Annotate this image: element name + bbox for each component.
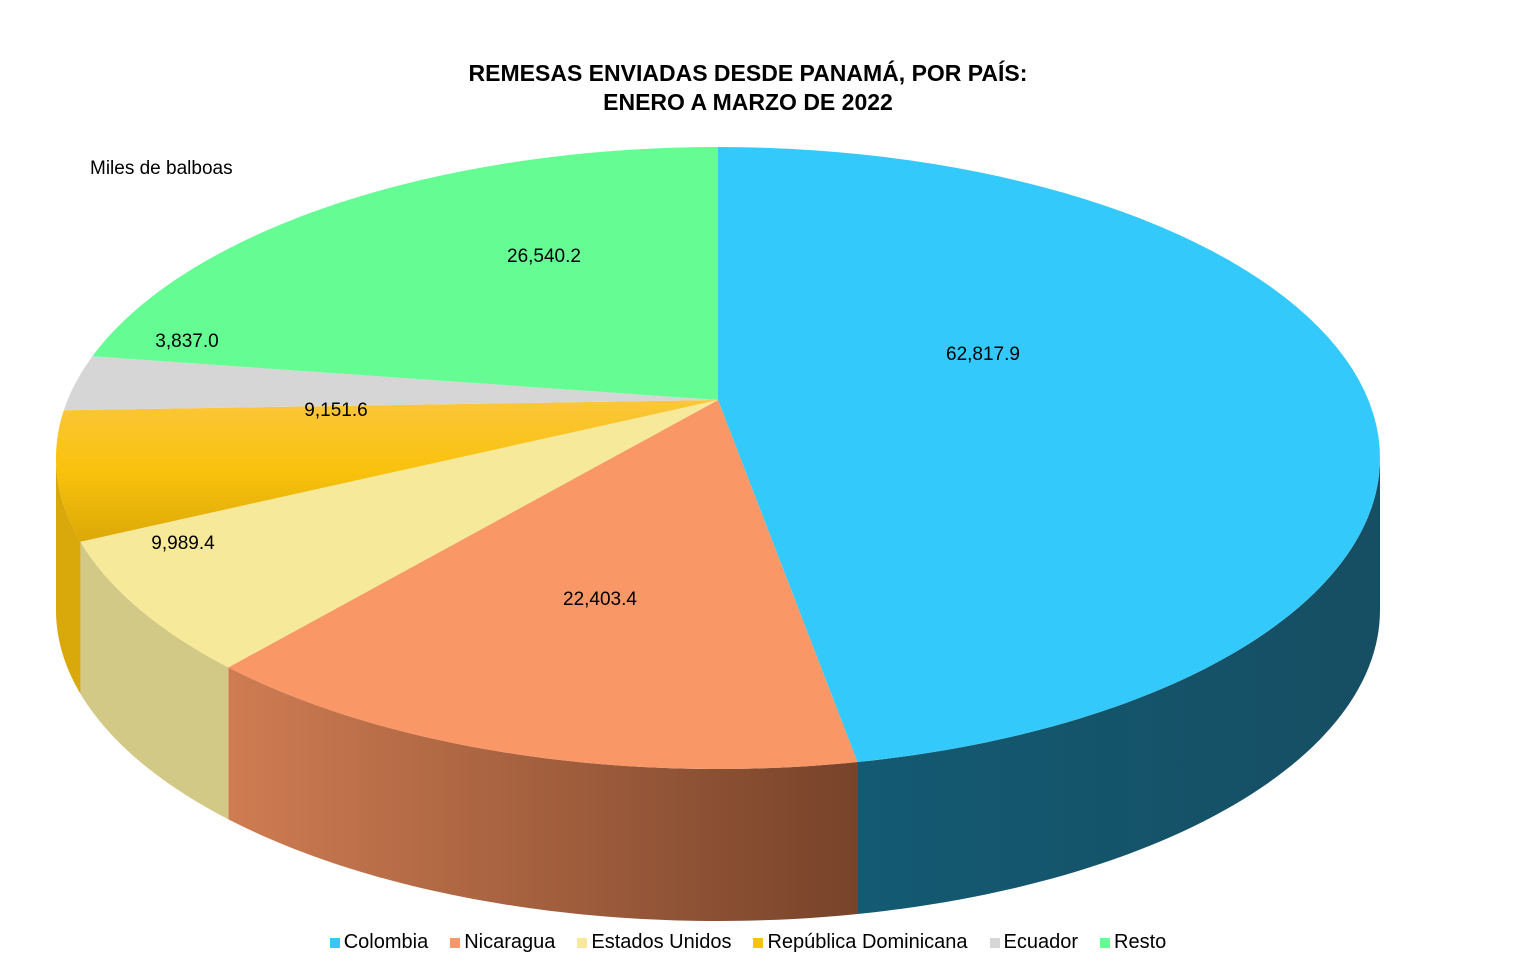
data-label: 62,817.9 xyxy=(946,344,1020,365)
pie-side-estados-unidos xyxy=(80,541,229,820)
legend-label: Ecuador xyxy=(1003,931,1079,953)
legend-swatch xyxy=(753,937,764,948)
chart-title: REMESAS ENVIADAS DESDE PANAMÁ, POR PAÍS: xyxy=(468,60,1028,86)
legend: Colombia Nicaragua Estados Unidos República… xyxy=(0,931,1496,954)
pie-slice-colombia[interactable] xyxy=(718,147,1380,763)
legend-label: Colombia xyxy=(343,931,429,953)
pie-slice-ecuador[interactable] xyxy=(63,356,719,411)
pie-slice-resto[interactable] xyxy=(92,147,718,400)
pie-side-república-dominicana xyxy=(56,458,81,694)
legend-item: República Dominicana xyxy=(753,931,968,954)
data-label: 26,540.2 xyxy=(507,246,581,267)
data-label: 9,151.6 xyxy=(304,400,367,421)
data-label: 9,989.4 xyxy=(151,533,215,554)
legend-label: República Dominicana xyxy=(767,931,968,953)
pie-side-colombia xyxy=(857,458,1380,915)
data-label: 22,403.4 xyxy=(563,589,637,610)
chart-subtitle: ENERO A MARZO DE 2022 xyxy=(603,89,893,115)
pie-slice-república-dominicana[interactable] xyxy=(56,400,719,542)
legend-item: Colombia xyxy=(329,931,429,954)
legend-swatch xyxy=(329,937,340,948)
legend-swatch xyxy=(1100,937,1111,948)
legend-label: Resto xyxy=(1114,931,1167,953)
pie-slice-estados-unidos[interactable] xyxy=(80,400,718,668)
legend-item: Resto xyxy=(1100,931,1166,954)
pie-slice-nicaragua[interactable] xyxy=(228,400,858,769)
pie-side-nicaragua xyxy=(228,667,858,921)
legend-item: Estados Unidos xyxy=(577,931,731,954)
legend-swatch xyxy=(577,937,588,948)
data-label: 3,837.0 xyxy=(155,331,218,352)
unit-label: Miles de balboas xyxy=(90,158,233,179)
legend-swatch xyxy=(450,937,461,948)
legend-item: Ecuador xyxy=(989,931,1079,954)
legend-item: Nicaragua xyxy=(450,931,555,954)
legend-label: Estados Unidos xyxy=(591,931,732,953)
legend-label: Nicaragua xyxy=(464,931,556,953)
legend-swatch xyxy=(989,937,1000,948)
